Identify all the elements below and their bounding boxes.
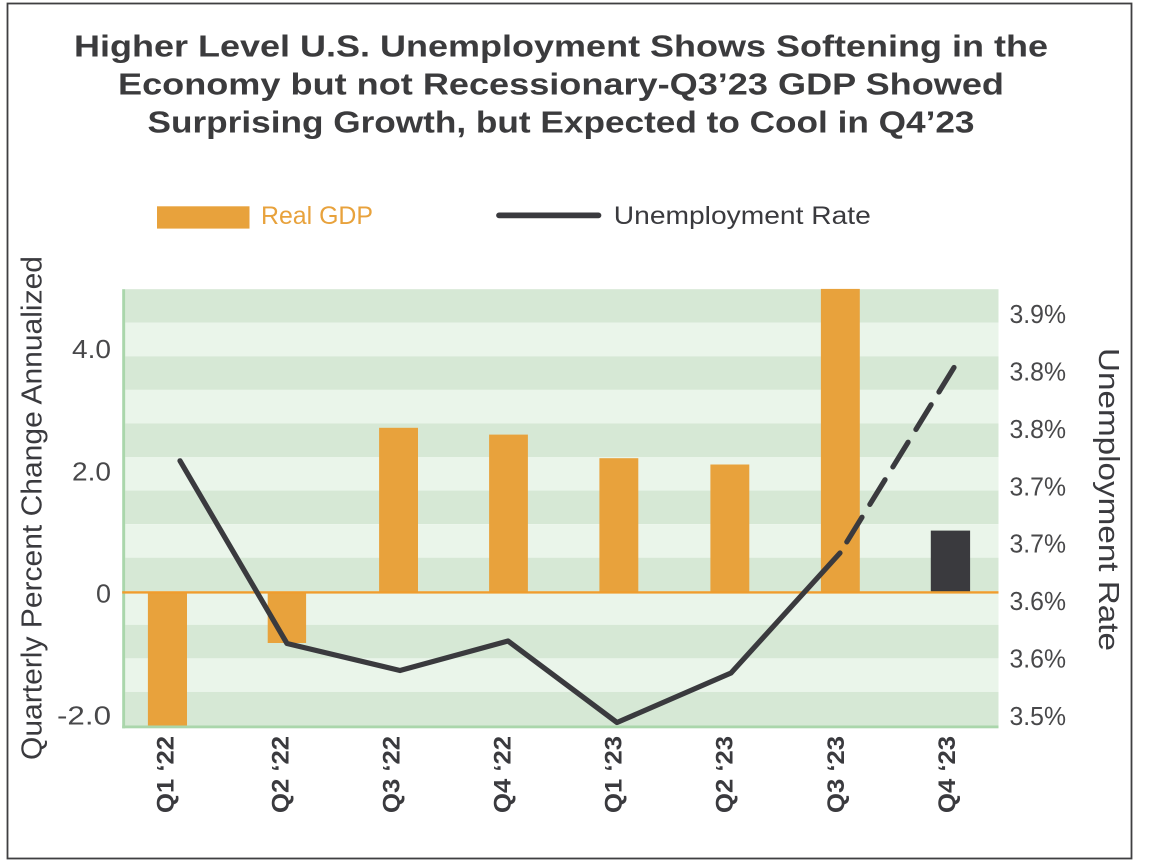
svg-text:Q3 ‘23: Q3 ‘23 — [823, 736, 850, 813]
svg-text:3.5%: 3.5% — [1010, 701, 1067, 731]
svg-text:3.7%: 3.7% — [1010, 529, 1067, 559]
svg-text:3.8%: 3.8% — [1010, 414, 1067, 444]
svg-text:4.0: 4.0 — [72, 334, 111, 364]
svg-text:Economy but not Recessionary-Q: Economy but not Recessionary-Q3’23 GDP S… — [118, 67, 1004, 102]
svg-text:Quarterly Percent Change Annua: Quarterly Percent Change Annualized — [17, 256, 49, 760]
svg-text:Surprising Growth, but Expecte: Surprising Growth, but Expected to Cool … — [148, 105, 975, 140]
svg-text:2.0: 2.0 — [72, 456, 111, 486]
svg-text:Q1 ‘23: Q1 ‘23 — [601, 736, 628, 813]
svg-text:3.8%: 3.8% — [1010, 357, 1067, 387]
svg-text:Q1 ‘22: Q1 ‘22 — [153, 736, 180, 813]
svg-text:3.6%: 3.6% — [1010, 586, 1067, 616]
svg-text:0: 0 — [96, 579, 111, 609]
svg-text:Unemployment Rate: Unemployment Rate — [614, 202, 871, 230]
svg-text:3.9%: 3.9% — [1010, 299, 1067, 329]
svg-text:Q2 ‘22: Q2 ‘22 — [268, 736, 295, 813]
svg-text:Higher Level U.S. Unemployment: Higher Level U.S. Unemployment Shows Sof… — [74, 29, 1048, 64]
svg-text:Q4 ‘23: Q4 ‘23 — [934, 736, 961, 813]
svg-text:Q3 ‘22: Q3 ‘22 — [379, 736, 406, 813]
svg-text:Q2 ‘23: Q2 ‘23 — [712, 736, 739, 813]
svg-text:3.7%: 3.7% — [1010, 471, 1067, 501]
svg-text:Real GDP: Real GDP — [261, 202, 373, 230]
svg-text:3.6%: 3.6% — [1010, 644, 1067, 674]
svg-text:Unemployment Rate: Unemployment Rate — [1092, 348, 1124, 651]
svg-text:Q4 ‘22: Q4 ‘22 — [490, 736, 517, 813]
svg-text:-2.0: -2.0 — [57, 700, 111, 730]
